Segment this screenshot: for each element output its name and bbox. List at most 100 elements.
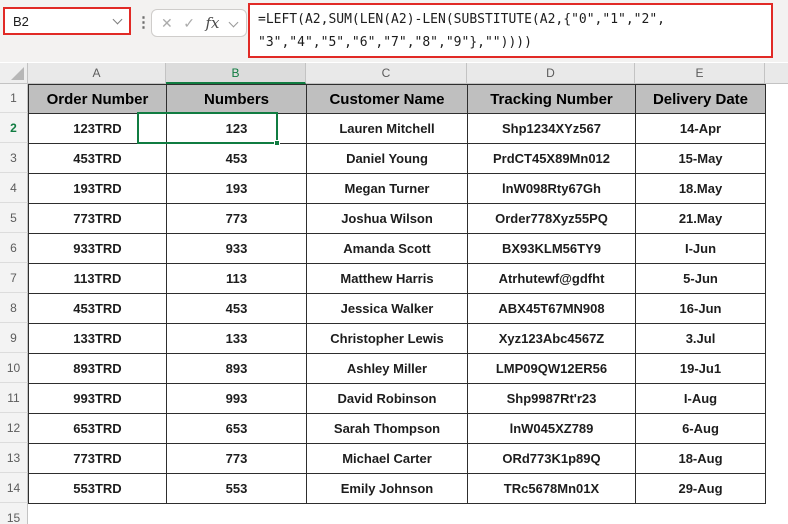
formula-bar-input[interactable]: =LEFT(A2,SUM(LEN(A2)-LEN(SUBSTITUTE(A2,{… (248, 3, 773, 58)
row-header-10[interactable]: 10 (0, 353, 28, 383)
cell-B13[interactable]: 773 (167, 444, 307, 474)
cell-B12[interactable]: 653 (167, 414, 307, 444)
cell-D9[interactable]: Xyz123Abc4567Z (468, 324, 636, 354)
cell-E11[interactable]: I-Aug (636, 384, 766, 414)
row-header-15[interactable]: 15 (0, 503, 28, 524)
cell-E9[interactable]: 3.Jul (636, 324, 766, 354)
cell-D3[interactable]: PrdCT45X89Mn012 (468, 144, 636, 174)
row-header-5[interactable]: 5 (0, 203, 28, 233)
cell-E12[interactable]: 6-Aug (636, 414, 766, 444)
cell-D1[interactable]: Tracking Number (468, 85, 636, 114)
cell-A12[interactable]: 653TRD (29, 414, 167, 444)
cell-E8[interactable]: 16-Jun (636, 294, 766, 324)
cell-A11[interactable]: 993TRD (29, 384, 167, 414)
chevron-down-icon[interactable] (228, 17, 239, 27)
cell-B6[interactable]: 933 (167, 234, 307, 264)
row-header-1[interactable]: 1 (0, 84, 28, 113)
row-header-8[interactable]: 8 (0, 293, 28, 323)
cell-B2[interactable]: 123 (167, 114, 307, 144)
column-header-D[interactable]: D (467, 63, 635, 84)
chevron-down-icon[interactable] (112, 14, 123, 24)
cell-A5[interactable]: 773TRD (29, 204, 167, 234)
cell-A6[interactable]: 933TRD (29, 234, 167, 264)
column-header-partial[interactable] (765, 63, 788, 84)
cell-A4[interactable]: 193TRD (29, 174, 167, 204)
row-header-6[interactable]: 6 (0, 233, 28, 263)
cell-D13[interactable]: ORd773K1p89Q (468, 444, 636, 474)
cell-E4[interactable]: 18.May (636, 174, 766, 204)
cell-B11[interactable]: 993 (167, 384, 307, 414)
cell-C12[interactable]: Sarah Thompson (307, 414, 468, 444)
cell-D5[interactable]: Order778Xyz55PQ (468, 204, 636, 234)
cell-B4[interactable]: 193 (167, 174, 307, 204)
cell-A13[interactable]: 773TRD (29, 444, 167, 474)
column-header-A[interactable]: A (28, 63, 166, 84)
enter-icon[interactable]: ✓ (183, 15, 195, 31)
cell-D4[interactable]: lnW098Rty67Gh (468, 174, 636, 204)
row-header-2[interactable]: 2 (0, 113, 28, 143)
cell-D2[interactable]: Shp1234XYz567 (468, 114, 636, 144)
cell-D6[interactable]: BX93KLM56TY9 (468, 234, 636, 264)
cell-C7[interactable]: Matthew Harris (307, 264, 468, 294)
cell-E13[interactable]: 18-Aug (636, 444, 766, 474)
column-header-C[interactable]: C (306, 63, 467, 84)
row-header-14[interactable]: 14 (0, 473, 28, 503)
row-header-4[interactable]: 4 (0, 173, 28, 203)
cell-C2[interactable]: Lauren Mitchell (307, 114, 468, 144)
cell-D12[interactable]: lnW045XZ789 (468, 414, 636, 444)
column-header-B[interactable]: B (166, 63, 306, 84)
cell-C13[interactable]: Michael Carter (307, 444, 468, 474)
cell-B5[interactable]: 773 (167, 204, 307, 234)
cell-C14[interactable]: Emily Johnson (307, 474, 468, 504)
cell-E6[interactable]: I-Jun (636, 234, 766, 264)
cell-A8[interactable]: 453TRD (29, 294, 167, 324)
cell-A1[interactable]: Order Number (29, 85, 167, 114)
row-header-3[interactable]: 3 (0, 143, 28, 173)
cell-A3[interactable]: 453TRD (29, 144, 167, 174)
cell-D10[interactable]: LMP09QW12ER56 (468, 354, 636, 384)
row-header-11[interactable]: 11 (0, 383, 28, 413)
cell-C10[interactable]: Ashley Miller (307, 354, 468, 384)
cell-A7[interactable]: 113TRD (29, 264, 167, 294)
cell-D11[interactable]: Shp9987Rt'r23 (468, 384, 636, 414)
cell-D7[interactable]: Atrhutewf@gdfht (468, 264, 636, 294)
cell-C5[interactable]: Joshua Wilson (307, 204, 468, 234)
toolbar-separator-icon: ⋮ (136, 14, 151, 31)
cell-C11[interactable]: David Robinson (307, 384, 468, 414)
cell-C4[interactable]: Megan Turner (307, 174, 468, 204)
cell-C9[interactable]: Christopher Lewis (307, 324, 468, 354)
cell-C3[interactable]: Daniel Young (307, 144, 468, 174)
cell-D14[interactable]: TRc5678Mn01X (468, 474, 636, 504)
row-header-9[interactable]: 9 (0, 323, 28, 353)
cell-E1[interactable]: Delivery Date (636, 85, 766, 114)
cell-C6[interactable]: Amanda Scott (307, 234, 468, 264)
row-header-13[interactable]: 13 (0, 443, 28, 473)
cell-E5[interactable]: 21.May (636, 204, 766, 234)
cell-D8[interactable]: ABX45T67MN908 (468, 294, 636, 324)
row-header-12[interactable]: 12 (0, 413, 28, 443)
cell-A9[interactable]: 133TRD (29, 324, 167, 354)
cell-B14[interactable]: 553 (167, 474, 307, 504)
cell-B3[interactable]: 453 (167, 144, 307, 174)
cell-B8[interactable]: 453 (167, 294, 307, 324)
row-header-7[interactable]: 7 (0, 263, 28, 293)
cell-A2[interactable]: 123TRD (29, 114, 167, 144)
cell-B7[interactable]: 113 (167, 264, 307, 294)
cell-B9[interactable]: 133 (167, 324, 307, 354)
cell-A14[interactable]: 553TRD (29, 474, 167, 504)
cell-C8[interactable]: Jessica Walker (307, 294, 468, 324)
column-header-E[interactable]: E (635, 63, 765, 84)
name-box[interactable]: B2 (3, 7, 131, 35)
cancel-icon[interactable]: ✕ (161, 15, 173, 31)
cell-E7[interactable]: 5-Jun (636, 264, 766, 294)
cell-E2[interactable]: 14-Apr (636, 114, 766, 144)
cell-E3[interactable]: 15-May (636, 144, 766, 174)
cell-E14[interactable]: 29-Aug (636, 474, 766, 504)
cell-B10[interactable]: 893 (167, 354, 307, 384)
cell-B1[interactable]: Numbers (167, 85, 307, 114)
insert-function-icon[interactable]: fx (205, 14, 220, 32)
cell-C1[interactable]: Customer Name (307, 85, 468, 114)
cell-E10[interactable]: 19-Ju1 (636, 354, 766, 384)
select-all-button[interactable] (0, 63, 28, 84)
cell-A10[interactable]: 893TRD (29, 354, 167, 384)
